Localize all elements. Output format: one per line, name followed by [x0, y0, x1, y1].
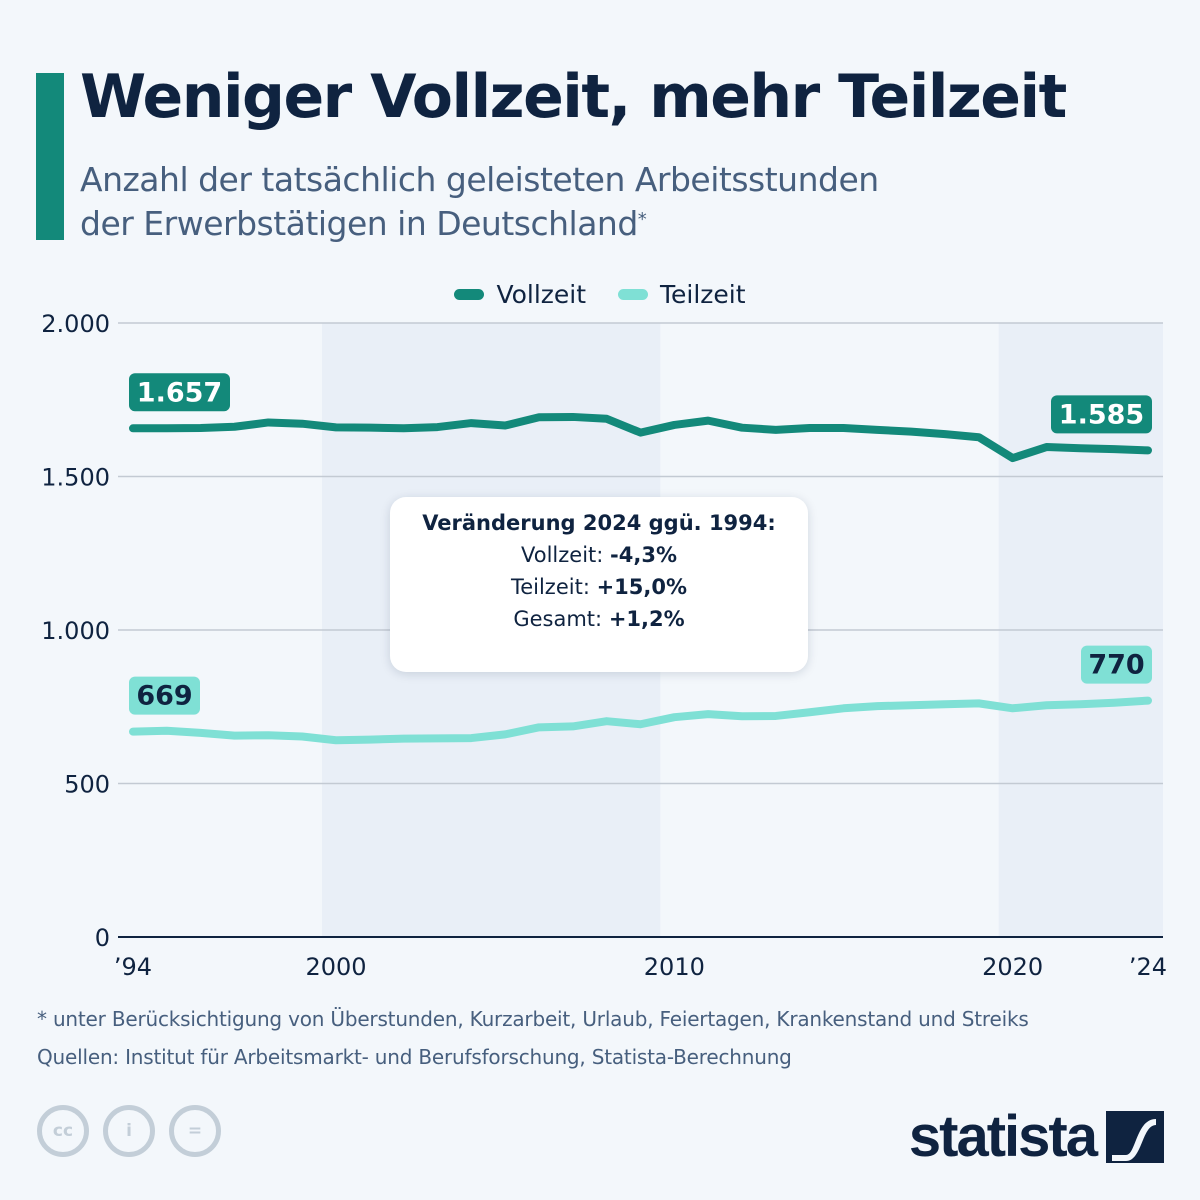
- legend-item-vollzeit: Vollzeit: [454, 280, 586, 309]
- legend-label-vollzeit: Vollzeit: [496, 280, 587, 309]
- chart-title: Weniger Vollzeit, mehr Teilzeit: [80, 62, 1067, 132]
- callout-value: -4,3%: [610, 543, 677, 567]
- data-label: 669: [136, 681, 192, 712]
- subtitle-line-2: der Erwerbstätigen in Deutschland*: [80, 202, 879, 246]
- x-tick-label: 2010: [644, 953, 705, 981]
- footnote-block: * unter Berücksichtigung von Überstunden…: [37, 1000, 1029, 1076]
- legend-item-teilzeit: Teilzeit: [618, 280, 746, 309]
- source: Quellen: Institut für Arbeitsmarkt- und …: [37, 1045, 792, 1069]
- callout-title: Veränderung 2024 ggü. 1994:: [422, 511, 776, 535]
- legend-label-teilzeit: Teilzeit: [660, 280, 746, 309]
- x-tick-label: ’94: [114, 953, 152, 981]
- attribution-icon[interactable]: i: [103, 1105, 155, 1157]
- callout-value: +1,2%: [608, 607, 685, 631]
- callout-value: +15,0%: [596, 575, 688, 599]
- y-tick-label: 1.500: [41, 464, 110, 492]
- y-tick-label: 2.000: [41, 310, 110, 338]
- y-tick-label: 500: [64, 771, 110, 799]
- y-tick-label: 0: [95, 924, 110, 952]
- legend-swatch-vollzeit: [454, 289, 485, 300]
- footnote-marker: *: [637, 209, 647, 230]
- change-callout: Veränderung 2024 ggü. 1994: Vollzeit: -4…: [390, 497, 808, 672]
- callout-row-vollzeit: Vollzeit: -4,3%: [390, 543, 808, 567]
- title-accent-bar: [36, 73, 64, 240]
- callout-row-gesamt: Gesamt: +1,2%: [390, 607, 808, 631]
- statista-logo[interactable]: statista: [909, 1103, 1164, 1170]
- statista-logo-icon: [1106, 1110, 1164, 1163]
- data-label-box: [1081, 645, 1152, 684]
- callout-row-teilzeit: Teilzeit: +15,0%: [390, 575, 808, 599]
- legend: Vollzeit Teilzeit: [0, 277, 1200, 309]
- chart-subtitle: Anzahl der tatsächlich geleisteten Arbei…: [80, 158, 879, 246]
- data-label: 1.657: [137, 377, 222, 408]
- y-tick-label: 1.000: [41, 617, 110, 645]
- license-icons: cc i =: [37, 1105, 221, 1157]
- callout-label: Gesamt:: [513, 607, 603, 631]
- x-tick-label: 2000: [305, 953, 366, 981]
- data-label: 1.585: [1059, 399, 1144, 430]
- data-label-box: [1051, 395, 1152, 434]
- no-derivatives-icon[interactable]: =: [169, 1105, 221, 1157]
- x-tick-label: 2020: [982, 953, 1043, 981]
- callout-label: Teilzeit:: [510, 575, 590, 599]
- subtitle-line-1: Anzahl der tatsächlich geleisteten Arbei…: [80, 160, 879, 199]
- legend-swatch-teilzeit: [618, 289, 648, 300]
- logo-text: statista: [908, 1104, 1098, 1169]
- callout-label: Vollzeit:: [521, 543, 604, 567]
- subtitle-line-2-text: der Erwerbstätigen in Deutschland: [80, 204, 638, 243]
- data-label: 770: [1088, 650, 1144, 681]
- data-label-box: [129, 373, 230, 412]
- footnote: * unter Berücksichtigung von Überstunden…: [37, 1007, 1029, 1031]
- cc-icon[interactable]: cc: [37, 1105, 89, 1157]
- data-label-box: [129, 676, 200, 715]
- x-tick-label: ’24: [1129, 953, 1167, 981]
